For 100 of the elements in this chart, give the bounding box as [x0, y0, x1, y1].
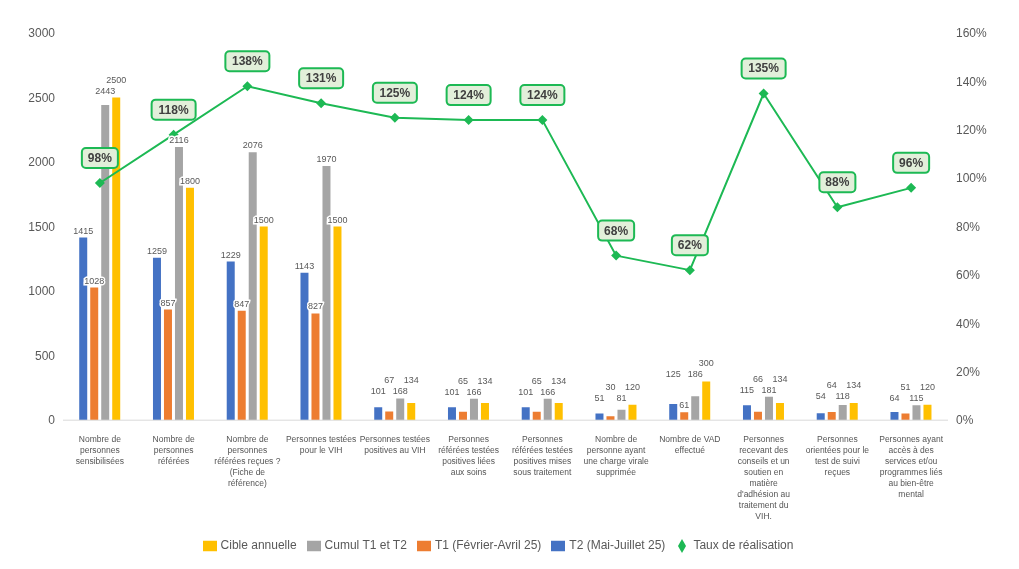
bar	[554, 402, 563, 421]
bar	[753, 411, 762, 421]
data-label: 1500	[327, 214, 348, 225]
bar	[775, 402, 784, 421]
bar	[912, 405, 921, 421]
data-label: 64	[889, 392, 900, 403]
data-label: 68%	[604, 223, 629, 238]
bar	[532, 411, 541, 421]
bar	[90, 287, 99, 421]
legend-label: Taux de réalisation	[693, 538, 794, 553]
data-label: 300	[698, 358, 714, 369]
point	[316, 98, 327, 109]
bar	[447, 407, 456, 421]
bar	[680, 412, 689, 421]
x-tick-label: Personnes orientées pour le test de suivi reçues	[805, 434, 870, 478]
y-tick-label: 1500	[28, 219, 56, 234]
bar	[300, 272, 309, 421]
data-label: 30	[605, 381, 616, 392]
y2-tick-label: 80%	[956, 219, 981, 234]
data-label: 115	[909, 392, 924, 403]
bar	[458, 411, 467, 421]
data-label: 134	[772, 373, 788, 384]
x-tick-label: Personnes référées testées positives liées aux soins	[438, 434, 500, 478]
data-label: 1229	[220, 249, 241, 260]
y-tick-label: 3000	[28, 26, 56, 41]
data-label: 1970	[316, 153, 337, 164]
data-label: 181	[761, 384, 777, 395]
data-label: 88%	[825, 175, 850, 190]
data-label: 118%	[158, 102, 189, 117]
x-tick-label: Nombre de VAD effectué	[659, 434, 721, 456]
bar	[691, 396, 700, 421]
bar	[259, 226, 268, 421]
y2-tick-label: 0%	[956, 413, 974, 428]
data-label: 65	[457, 375, 468, 386]
y2-tick-label: 40%	[956, 316, 981, 331]
bar	[628, 404, 637, 421]
data-label: 1143	[294, 260, 315, 271]
data-label: 134	[403, 375, 419, 386]
point	[94, 178, 105, 189]
data-label: 1259	[146, 245, 167, 256]
data-label: 120	[919, 381, 935, 392]
data-label: 124%	[527, 88, 559, 103]
data-label: 101	[370, 386, 386, 397]
x-tick-label: Personnes recevant des conseils et un soutien en matière d'adhésion au traitement du VIH.	[737, 434, 791, 522]
bar	[469, 398, 478, 421]
data-label: 98%	[87, 151, 113, 166]
legend-label: Cumul T1 et T2	[324, 538, 407, 553]
data-label: 51	[900, 381, 911, 392]
data-label: 65	[531, 375, 542, 386]
bar	[816, 413, 825, 421]
bar	[396, 398, 405, 421]
legend-label: T2 (Mai-Juillet 25)	[569, 538, 666, 553]
data-label: 120	[624, 381, 640, 392]
bar	[185, 187, 194, 421]
data-label: 1800	[179, 175, 200, 186]
bar	[702, 381, 711, 421]
data-label: 186	[687, 369, 703, 380]
x-tick-label: Nombre de personnes référées	[152, 434, 195, 467]
x-tick-label: Nombre de personnes référées reçues ? (Fiche de référence)	[214, 434, 281, 489]
point	[906, 182, 917, 193]
bar	[838, 404, 847, 421]
data-label: 51	[594, 392, 605, 403]
y2-tick-label: 60%	[956, 268, 981, 283]
bar	[606, 416, 615, 421]
point	[832, 202, 843, 213]
data-label: 2076	[242, 140, 263, 151]
bar	[890, 411, 899, 421]
bar	[827, 411, 836, 421]
bar	[385, 411, 394, 421]
data-label: 1500	[253, 214, 274, 225]
x-tick-label: Personnes référées testées positives mises sous traitement	[511, 434, 573, 478]
y2-tick-label: 100%	[956, 171, 988, 186]
y-tick-label: 500	[34, 348, 56, 363]
data-label: 134	[551, 375, 567, 386]
bar	[152, 257, 161, 421]
point	[537, 115, 548, 126]
point	[389, 112, 400, 123]
bar	[669, 404, 678, 421]
data-label: 131%	[305, 71, 337, 86]
y2-tick-label: 140%	[956, 74, 988, 89]
data-label: 61	[679, 400, 690, 411]
bar	[407, 402, 416, 421]
data-label: 168	[392, 386, 408, 397]
y-tick-label: 1000	[28, 284, 56, 299]
bar	[543, 398, 552, 421]
bar	[764, 396, 773, 421]
data-label: 134	[846, 379, 862, 390]
data-label: 135%	[748, 61, 780, 76]
bar	[742, 405, 751, 421]
data-label: 62%	[677, 238, 703, 253]
y2-tick-label: 160%	[956, 26, 988, 41]
point	[758, 88, 769, 99]
bar	[226, 261, 235, 421]
bar	[374, 407, 383, 421]
legend-label: Cible annuelle	[220, 538, 297, 553]
legend-label: T1 (Février-Avril 25)	[434, 538, 542, 553]
bar	[237, 310, 246, 421]
bar	[923, 404, 932, 421]
x-tick-label: Personnes testées pour le VIH	[285, 434, 357, 456]
data-label: 54	[815, 390, 826, 401]
